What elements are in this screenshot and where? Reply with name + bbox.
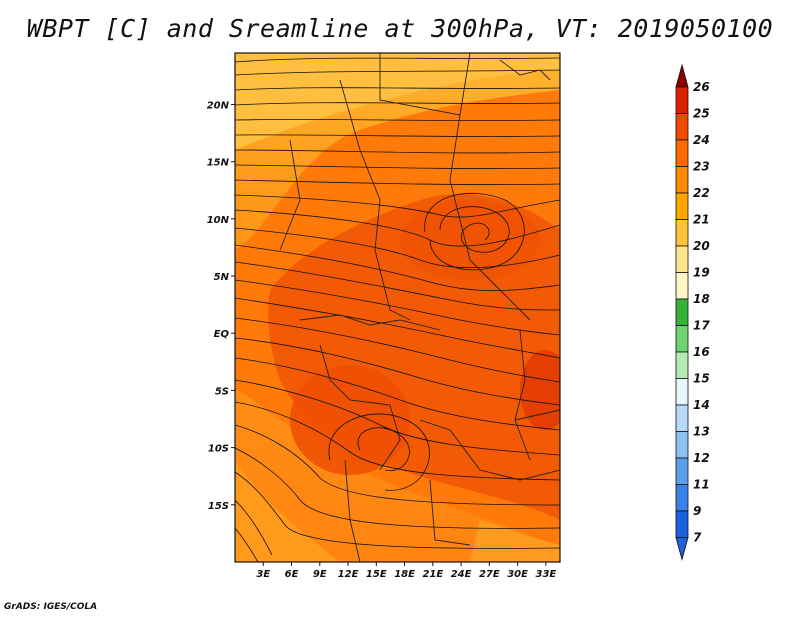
lon-label: 30E bbox=[507, 569, 528, 580]
colorbar-swatch bbox=[675, 113, 689, 141]
colorbar-swatch bbox=[675, 431, 689, 459]
lon-label: 18E bbox=[394, 569, 415, 580]
colorbar-swatch bbox=[675, 404, 689, 432]
colorbar-swatch bbox=[675, 245, 689, 273]
colorbar-swatch bbox=[675, 139, 689, 167]
colorbar-bottom-arrow bbox=[675, 537, 689, 562]
lon-label: 33E bbox=[535, 569, 556, 580]
country-borders bbox=[279, 53, 560, 562]
colorbar-label: 23 bbox=[693, 160, 710, 174]
colorbar-label: 16 bbox=[693, 345, 710, 359]
longitude-axis: 3E 6E 9E 12E 15E 18E 21E 24E 27E 30E 33E bbox=[256, 562, 556, 580]
colorbar-label: 22 bbox=[693, 186, 710, 200]
colorbar-label: 15 bbox=[693, 372, 710, 386]
colorbar-label: 26 bbox=[693, 80, 710, 94]
colorbar-label: 21 bbox=[693, 213, 710, 227]
lon-label: 12E bbox=[338, 569, 359, 580]
lat-label: 10S bbox=[208, 444, 229, 455]
colorbar-swatch bbox=[675, 192, 689, 220]
lat-label: 10N bbox=[207, 215, 230, 226]
colorbar-swatch bbox=[675, 298, 689, 326]
lat-label: 5N bbox=[214, 272, 230, 283]
colorbar-label: 18 bbox=[693, 292, 710, 306]
colorbar-label: 13 bbox=[693, 425, 710, 439]
colorbar-label: 7 bbox=[693, 531, 702, 545]
lat-label: 15S bbox=[208, 501, 229, 512]
lon-label: 6E bbox=[285, 569, 299, 580]
lat-label: 15N bbox=[207, 158, 230, 169]
colorbar-swatch bbox=[675, 378, 689, 406]
streamlines bbox=[235, 57, 560, 562]
credit-text: GrADS: IGES/COLA bbox=[4, 602, 98, 612]
colorbar-swatch bbox=[675, 510, 689, 538]
colorbar-swatch bbox=[675, 457, 689, 485]
colorbar-label: 11 bbox=[693, 478, 710, 492]
lon-label: 9E bbox=[313, 569, 327, 580]
lat-label: 20N bbox=[207, 100, 230, 111]
chart-title: WBPT [C] and Sreamline at 300hPa, VT: 20… bbox=[26, 14, 774, 43]
colorbar-label: 19 bbox=[693, 266, 710, 280]
colorbar-label: 12 bbox=[693, 451, 710, 465]
lon-label: 24E bbox=[451, 569, 472, 580]
lon-label: 21E bbox=[422, 569, 443, 580]
colorbar-swatch bbox=[675, 166, 689, 194]
colorbar-swatch bbox=[675, 86, 689, 114]
colorbar-swatch bbox=[675, 351, 689, 379]
latitude-axis: 20N 15N 10N 5N EQ 5S 10S 15S bbox=[207, 100, 235, 512]
colorbar-label: 9 bbox=[693, 504, 701, 518]
map-frame bbox=[234, 52, 561, 563]
lat-label: 5S bbox=[215, 386, 229, 397]
map-field bbox=[235, 53, 560, 562]
lon-label: 3E bbox=[256, 569, 270, 580]
lat-label: EQ bbox=[214, 329, 230, 340]
colorbar-swatch bbox=[675, 325, 689, 353]
colorbar-label: 24 bbox=[693, 133, 710, 147]
lon-label: 15E bbox=[366, 569, 387, 580]
colorbar-label: 25 bbox=[693, 107, 710, 121]
colorbar: 26 25 24 23 22 21 20 19 18 17 16 15 14 13 12 11 9 7 bbox=[675, 63, 710, 562]
colorbar-top-arrow bbox=[675, 63, 689, 88]
colorbar-label: 20 bbox=[693, 239, 710, 253]
colorbar-label: 17 bbox=[693, 319, 710, 333]
colorbar-swatch bbox=[675, 272, 689, 300]
colorbar-label: 14 bbox=[693, 398, 710, 412]
colorbar-swatch bbox=[675, 484, 689, 512]
colorbar-swatch bbox=[675, 219, 689, 247]
lon-label: 27E bbox=[479, 569, 500, 580]
